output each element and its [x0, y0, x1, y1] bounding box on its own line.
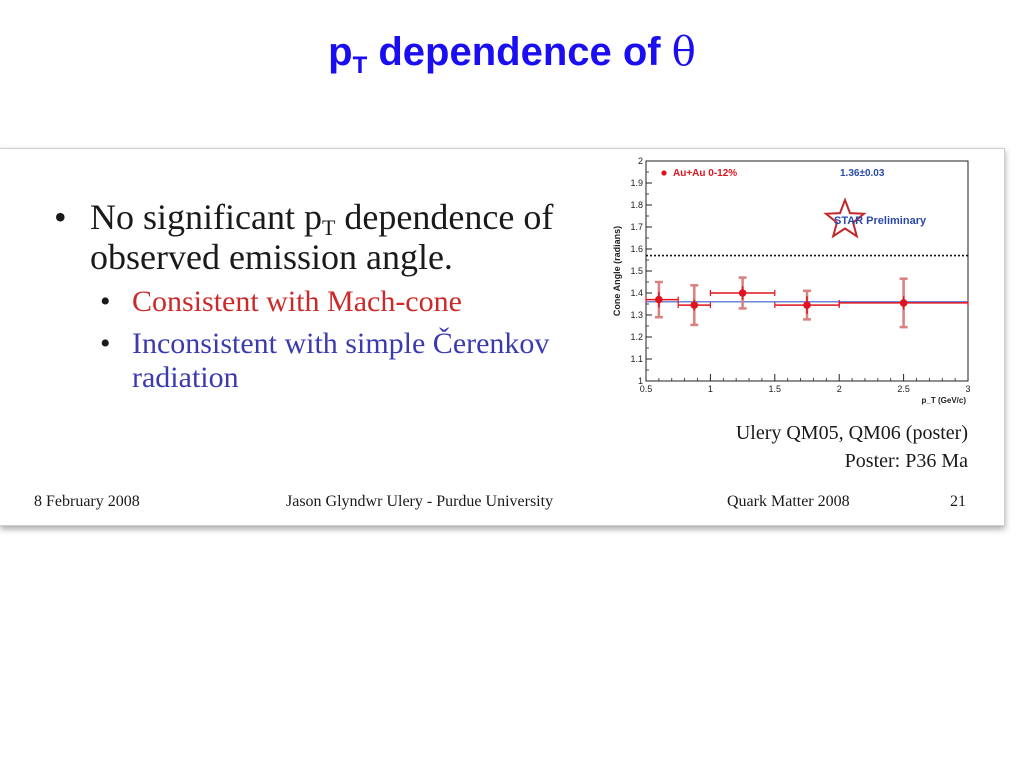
y-tick-label: 1.7: [630, 222, 643, 232]
fit-annotation: 1.36±0.03: [840, 168, 885, 179]
footer-author: Jason Glyndwr Ulery - Purdue University: [286, 493, 554, 510]
data-point: [690, 301, 699, 309]
star-preliminary-label: STAR Preliminary: [834, 215, 927, 227]
x-tick-label: 1.5: [769, 384, 782, 394]
y-tick-label: 1.5: [630, 266, 643, 276]
data-point: [655, 295, 663, 304]
x-tick-label: 3: [965, 384, 970, 394]
data-point: [803, 301, 811, 309]
plot-frame: [645, 160, 969, 382]
star-logo-icon: [823, 197, 867, 239]
footer-page-number: 21: [950, 493, 966, 510]
cone-angle-chart: 11.11.21.31.41.51.61.71.81.920.5 1 1.5 2 2.5…: [612, 156, 970, 405]
bullet-main: • No significant pT dependence of observe…: [54, 197, 554, 277]
y-tick-label: 2: [638, 156, 643, 166]
x-tick-label: 2: [837, 384, 842, 394]
x-tick-label: 1: [708, 384, 713, 394]
credit-line-1: Ulery QM05, QM06 (poster): [735, 422, 968, 444]
footer-date: 8 February 2008: [34, 493, 140, 510]
data-point: [899, 299, 908, 307]
slide-footer: 8 February 2008 Jason Glyndwr Ulery - Pu…: [0, 493, 1004, 517]
y-tick-label: 1.3: [630, 310, 643, 320]
footer-conference: Quark Matter 2008: [727, 493, 850, 510]
y-tick-label: 1.6: [630, 244, 643, 254]
theta-symbol: θ: [671, 29, 696, 75]
bullet-list: • No significant pT dependence of observe…: [54, 197, 614, 395]
data-point: [738, 289, 747, 297]
y-tick-label: 1.8: [630, 200, 643, 210]
x-axis-label: p_T (GeV/c): [922, 396, 967, 405]
y-tick-label: 1: [638, 376, 643, 386]
bullet-dot: •: [100, 327, 111, 360]
y-axis-label: Cone Angle (radians): [612, 226, 622, 316]
x-tick-label: 0.5: [640, 384, 653, 394]
x-tick-label: 2.5: [897, 384, 910, 394]
bullet-dot: •: [54, 197, 67, 237]
legend-label: Au+Au 0-12%: [673, 168, 737, 179]
y-tick-label: 1.9: [630, 178, 643, 188]
y-tick-label: 1.4: [630, 288, 643, 298]
bullet-inconsistent: • Inconsistent with simple Čerenkov radia…: [100, 327, 550, 394]
credit-line-2: Poster: P36 Ma: [844, 450, 968, 472]
bullet-dot: •: [100, 285, 111, 318]
bullet-consistent: • Consistent with Mach-cone: [100, 285, 462, 318]
slide-image: • No significant pT dependence of observe…: [0, 148, 1005, 526]
legend-marker: [661, 170, 667, 176]
page-title: pT dependence of θ: [328, 29, 696, 79]
credits: Ulery QM05, QM06 (poster) Poster: P36 Ma: [736, 419, 968, 475]
y-tick-label: 1.2: [630, 332, 643, 342]
y-tick-label: 1.1: [630, 354, 643, 364]
